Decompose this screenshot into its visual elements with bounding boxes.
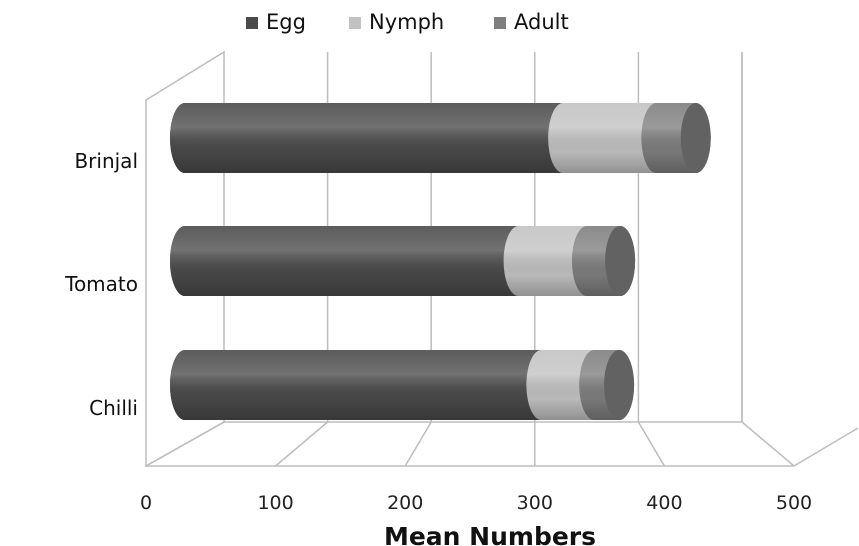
legend-label-adult: Adult — [514, 10, 569, 34]
legend-item-egg: Egg — [246, 10, 306, 34]
bar-shading-nymph-brinjal — [548, 103, 672, 173]
legend-item-adult: Adult — [494, 10, 569, 34]
legend-label-nymph: Nymph — [369, 10, 444, 34]
bar-end-cap-shade-brinjal — [680, 103, 711, 173]
x-tick-label: 200 — [387, 492, 423, 514]
x-tick-label: 0 — [140, 492, 152, 514]
legend-swatch-egg — [246, 17, 258, 29]
bar-start-cap-shading-chilli — [170, 350, 200, 420]
x-axis-title: Mean Numbers — [384, 522, 596, 546]
bar-end-cap-shade-tomato — [605, 226, 636, 296]
bar-end-cap-chilli — [604, 350, 635, 420]
x-tick-label: 400 — [646, 492, 682, 514]
bar-shading-egg-chilli — [170, 350, 557, 420]
bar-end-cap-brinjal — [680, 103, 711, 173]
x-tick-label: 500 — [776, 492, 812, 514]
legend: Egg Nymph Adult — [246, 10, 569, 34]
category-labels: Brinjal Tomato Chilli — [64, 149, 138, 420]
x-tick-labels: 0 100 200 300 400 500 — [140, 492, 812, 514]
legend-swatch-nymph — [349, 17, 361, 29]
x-tick-label: 100 — [257, 492, 293, 514]
floor-right-edge — [793, 427, 859, 467]
bar-end-cap-shade-chilli — [604, 350, 635, 420]
bar-start-cap-shading-tomato — [170, 226, 200, 296]
bar-group-chilli — [170, 350, 635, 420]
legend-swatch-adult — [494, 17, 506, 29]
legend-item-nymph: Nymph — [349, 10, 444, 34]
floor-gridline — [275, 421, 329, 467]
category-label-tomato: Tomato — [64, 272, 138, 296]
category-label-chilli: Chilli — [89, 396, 138, 420]
floor-gridline — [637, 421, 666, 467]
bar-shading-egg-brinjal — [170, 103, 579, 173]
floor-gridline — [404, 421, 432, 467]
category-label-brinjal: Brinjal — [74, 149, 138, 173]
bar-group-tomato — [170, 226, 636, 296]
floor-gridline — [145, 421, 225, 467]
bars — [170, 103, 711, 420]
floor-gridline — [741, 421, 795, 467]
legend-label-egg: Egg — [266, 10, 306, 34]
bar-end-cap-tomato — [605, 226, 636, 296]
bar-shading-egg-tomato — [170, 226, 534, 296]
bar-start-cap-shading-brinjal — [170, 103, 200, 173]
x-tick-label: 300 — [517, 492, 553, 514]
bar-group-brinjal — [170, 103, 711, 173]
